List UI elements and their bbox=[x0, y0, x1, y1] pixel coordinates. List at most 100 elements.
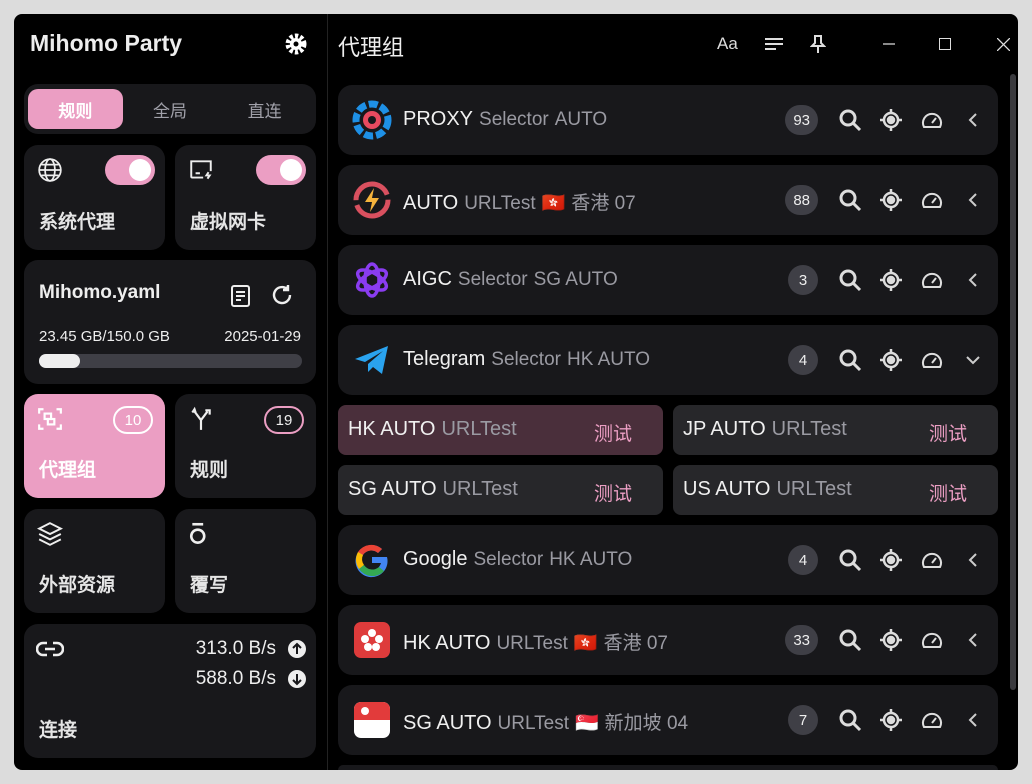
group-name: AUTO URLTest 🇭🇰 香港 07 bbox=[403, 188, 636, 215]
tile-proxy-groups[interactable]: 10 代理组 bbox=[24, 394, 165, 498]
proxy-item[interactable]: JP AUTO URLTest 测试 bbox=[673, 405, 998, 455]
rules-label: 规则 bbox=[190, 460, 229, 481]
search-icon[interactable] bbox=[838, 268, 862, 292]
telegram-group-icon bbox=[355, 346, 388, 374]
locate-icon[interactable] bbox=[879, 268, 903, 292]
group-count-badge: 33 bbox=[785, 625, 818, 655]
profile-card[interactable]: Mihomo.yaml 23.45 GB/150.0 GB 2025-01-29 bbox=[24, 260, 316, 384]
speedtest-icon[interactable] bbox=[920, 708, 944, 732]
hk-auto-group-icon bbox=[354, 622, 390, 658]
arrow-down-icon bbox=[288, 670, 306, 688]
speedtest-icon[interactable] bbox=[920, 188, 944, 212]
proxy-type: URLTest bbox=[441, 418, 517, 440]
minimize-icon[interactable] bbox=[883, 43, 895, 45]
chevron-down-icon[interactable] bbox=[961, 348, 985, 372]
group-type: Selector bbox=[479, 109, 549, 130]
group-current: 香港 07 bbox=[603, 633, 668, 654]
chevron-left-icon[interactable] bbox=[961, 628, 985, 652]
connections-label: 连接 bbox=[39, 720, 78, 741]
search-icon[interactable] bbox=[838, 708, 862, 732]
proxy-group-icon bbox=[38, 408, 62, 430]
group-name: SG AUTO URLTest 🇸🇬 新加坡 04 bbox=[403, 708, 688, 735]
proxy-group-telegram[interactable]: Telegram Selector HK AUTO 4 bbox=[338, 325, 998, 395]
speedtest-icon[interactable] bbox=[920, 348, 944, 372]
mode-global[interactable]: 全局 bbox=[153, 101, 187, 121]
chevron-left-icon[interactable] bbox=[961, 188, 985, 212]
proxy-group-hk-auto[interactable]: HK AUTO URLTest 🇭🇰 香港 07 33 bbox=[338, 605, 998, 675]
font-button[interactable]: Aa bbox=[717, 34, 738, 53]
maximize-icon[interactable] bbox=[939, 38, 951, 50]
group-title: SG AUTO bbox=[403, 712, 492, 734]
flag-icon: 🇭🇰 bbox=[541, 193, 566, 214]
proxy-title: JP AUTO bbox=[683, 418, 766, 440]
group-title: Google bbox=[403, 548, 468, 570]
proxy-group-auto[interactable]: AUTO URLTest 🇭🇰 香港 07 88 bbox=[338, 165, 998, 235]
proxy-group-aigc[interactable]: AIGC Selector SG AUTO 3 bbox=[338, 245, 998, 315]
search-icon[interactable] bbox=[838, 348, 862, 372]
mode-rule[interactable]: 规则 bbox=[28, 89, 123, 129]
test-button[interactable]: 测试 bbox=[929, 424, 968, 445]
locate-icon[interactable] bbox=[879, 708, 903, 732]
tile-override[interactable]: 覆写 bbox=[175, 509, 316, 613]
locate-icon[interactable] bbox=[879, 548, 903, 572]
group-name: Telegram Selector HK AUTO bbox=[403, 348, 650, 371]
group-type: Selector bbox=[457, 269, 528, 290]
locate-icon[interactable] bbox=[879, 628, 903, 652]
settings-gear-icon[interactable] bbox=[284, 32, 308, 56]
proxy-group-google[interactable]: Google Selector HK AUTO 4 bbox=[338, 525, 998, 595]
locate-icon[interactable] bbox=[879, 188, 903, 212]
group-current: SG AUTO bbox=[533, 269, 618, 290]
group-title: HK AUTO bbox=[403, 632, 491, 654]
profile-usage: 23.45 GB/150.0 GB bbox=[39, 328, 170, 345]
tile-external-resources[interactable]: 外部资源 bbox=[24, 509, 165, 613]
group-current: 新加坡 04 bbox=[604, 713, 689, 734]
chevron-left-icon[interactable] bbox=[961, 548, 985, 572]
chevron-left-icon[interactable] bbox=[961, 108, 985, 132]
test-button[interactable]: 测试 bbox=[929, 484, 968, 505]
tile-rules[interactable]: 19 规则 bbox=[175, 394, 316, 498]
tun-card[interactable]: 虚拟网卡 bbox=[175, 145, 316, 250]
proxy-title: US AUTO bbox=[683, 478, 771, 500]
chevron-left-icon[interactable] bbox=[961, 708, 985, 732]
close-icon[interactable] bbox=[997, 38, 1010, 51]
locate-icon[interactable] bbox=[879, 108, 903, 132]
speedtest-icon[interactable] bbox=[920, 268, 944, 292]
test-button[interactable]: 测试 bbox=[594, 484, 633, 505]
proxy-item[interactable]: US AUTO URLTest 测试 bbox=[673, 465, 998, 515]
group-count-badge: 88 bbox=[785, 185, 818, 215]
auto-group-icon bbox=[353, 181, 391, 219]
connections-card[interactable]: 313.0 B/s 588.0 B/s 连接 bbox=[24, 624, 316, 758]
group-name: HK AUTO URLTest 🇭🇰 香港 07 bbox=[403, 628, 668, 655]
proxy-group-sg-auto[interactable]: SG AUTO URLTest 🇸🇬 新加坡 04 7 bbox=[338, 685, 998, 755]
locate-icon[interactable] bbox=[879, 348, 903, 372]
proxy-item[interactable]: HK AUTO URLTest 测试 bbox=[338, 405, 663, 455]
group-type: URLTest bbox=[496, 633, 568, 654]
group-current: 香港 07 bbox=[571, 193, 636, 214]
sort-icon[interactable] bbox=[764, 36, 784, 52]
search-icon[interactable] bbox=[838, 108, 862, 132]
chevron-left-icon[interactable] bbox=[961, 268, 985, 292]
search-icon[interactable] bbox=[838, 188, 862, 212]
speedtest-icon[interactable] bbox=[920, 108, 944, 132]
search-icon[interactable] bbox=[838, 548, 862, 572]
mode-direct[interactable]: 直连 bbox=[247, 101, 282, 121]
system-proxy-toggle[interactable] bbox=[105, 155, 155, 185]
scrollbar[interactable] bbox=[1010, 74, 1016, 690]
search-icon[interactable] bbox=[838, 628, 862, 652]
proxy-title: SG AUTO bbox=[348, 478, 437, 500]
group-title: AIGC bbox=[403, 268, 452, 290]
tun-toggle[interactable] bbox=[256, 155, 306, 185]
pin-icon[interactable] bbox=[810, 34, 826, 54]
globe-icon bbox=[38, 158, 62, 182]
speedtest-icon[interactable] bbox=[920, 548, 944, 572]
proxy-item[interactable]: SG AUTO URLTest 测试 bbox=[338, 465, 663, 515]
page-title: 代理组 bbox=[338, 35, 405, 60]
speedtest-icon[interactable] bbox=[920, 628, 944, 652]
document-icon[interactable] bbox=[230, 284, 252, 308]
system-proxy-card[interactable]: 系统代理 bbox=[24, 145, 165, 250]
test-button[interactable]: 测试 bbox=[594, 424, 633, 445]
proxy-group-proxy[interactable]: PROXY Selector AUTO 93 bbox=[338, 85, 998, 155]
proxy-name: SG AUTO URLTest bbox=[348, 478, 518, 501]
refresh-icon[interactable] bbox=[270, 283, 294, 307]
proxy-groups-label: 代理组 bbox=[39, 460, 97, 481]
